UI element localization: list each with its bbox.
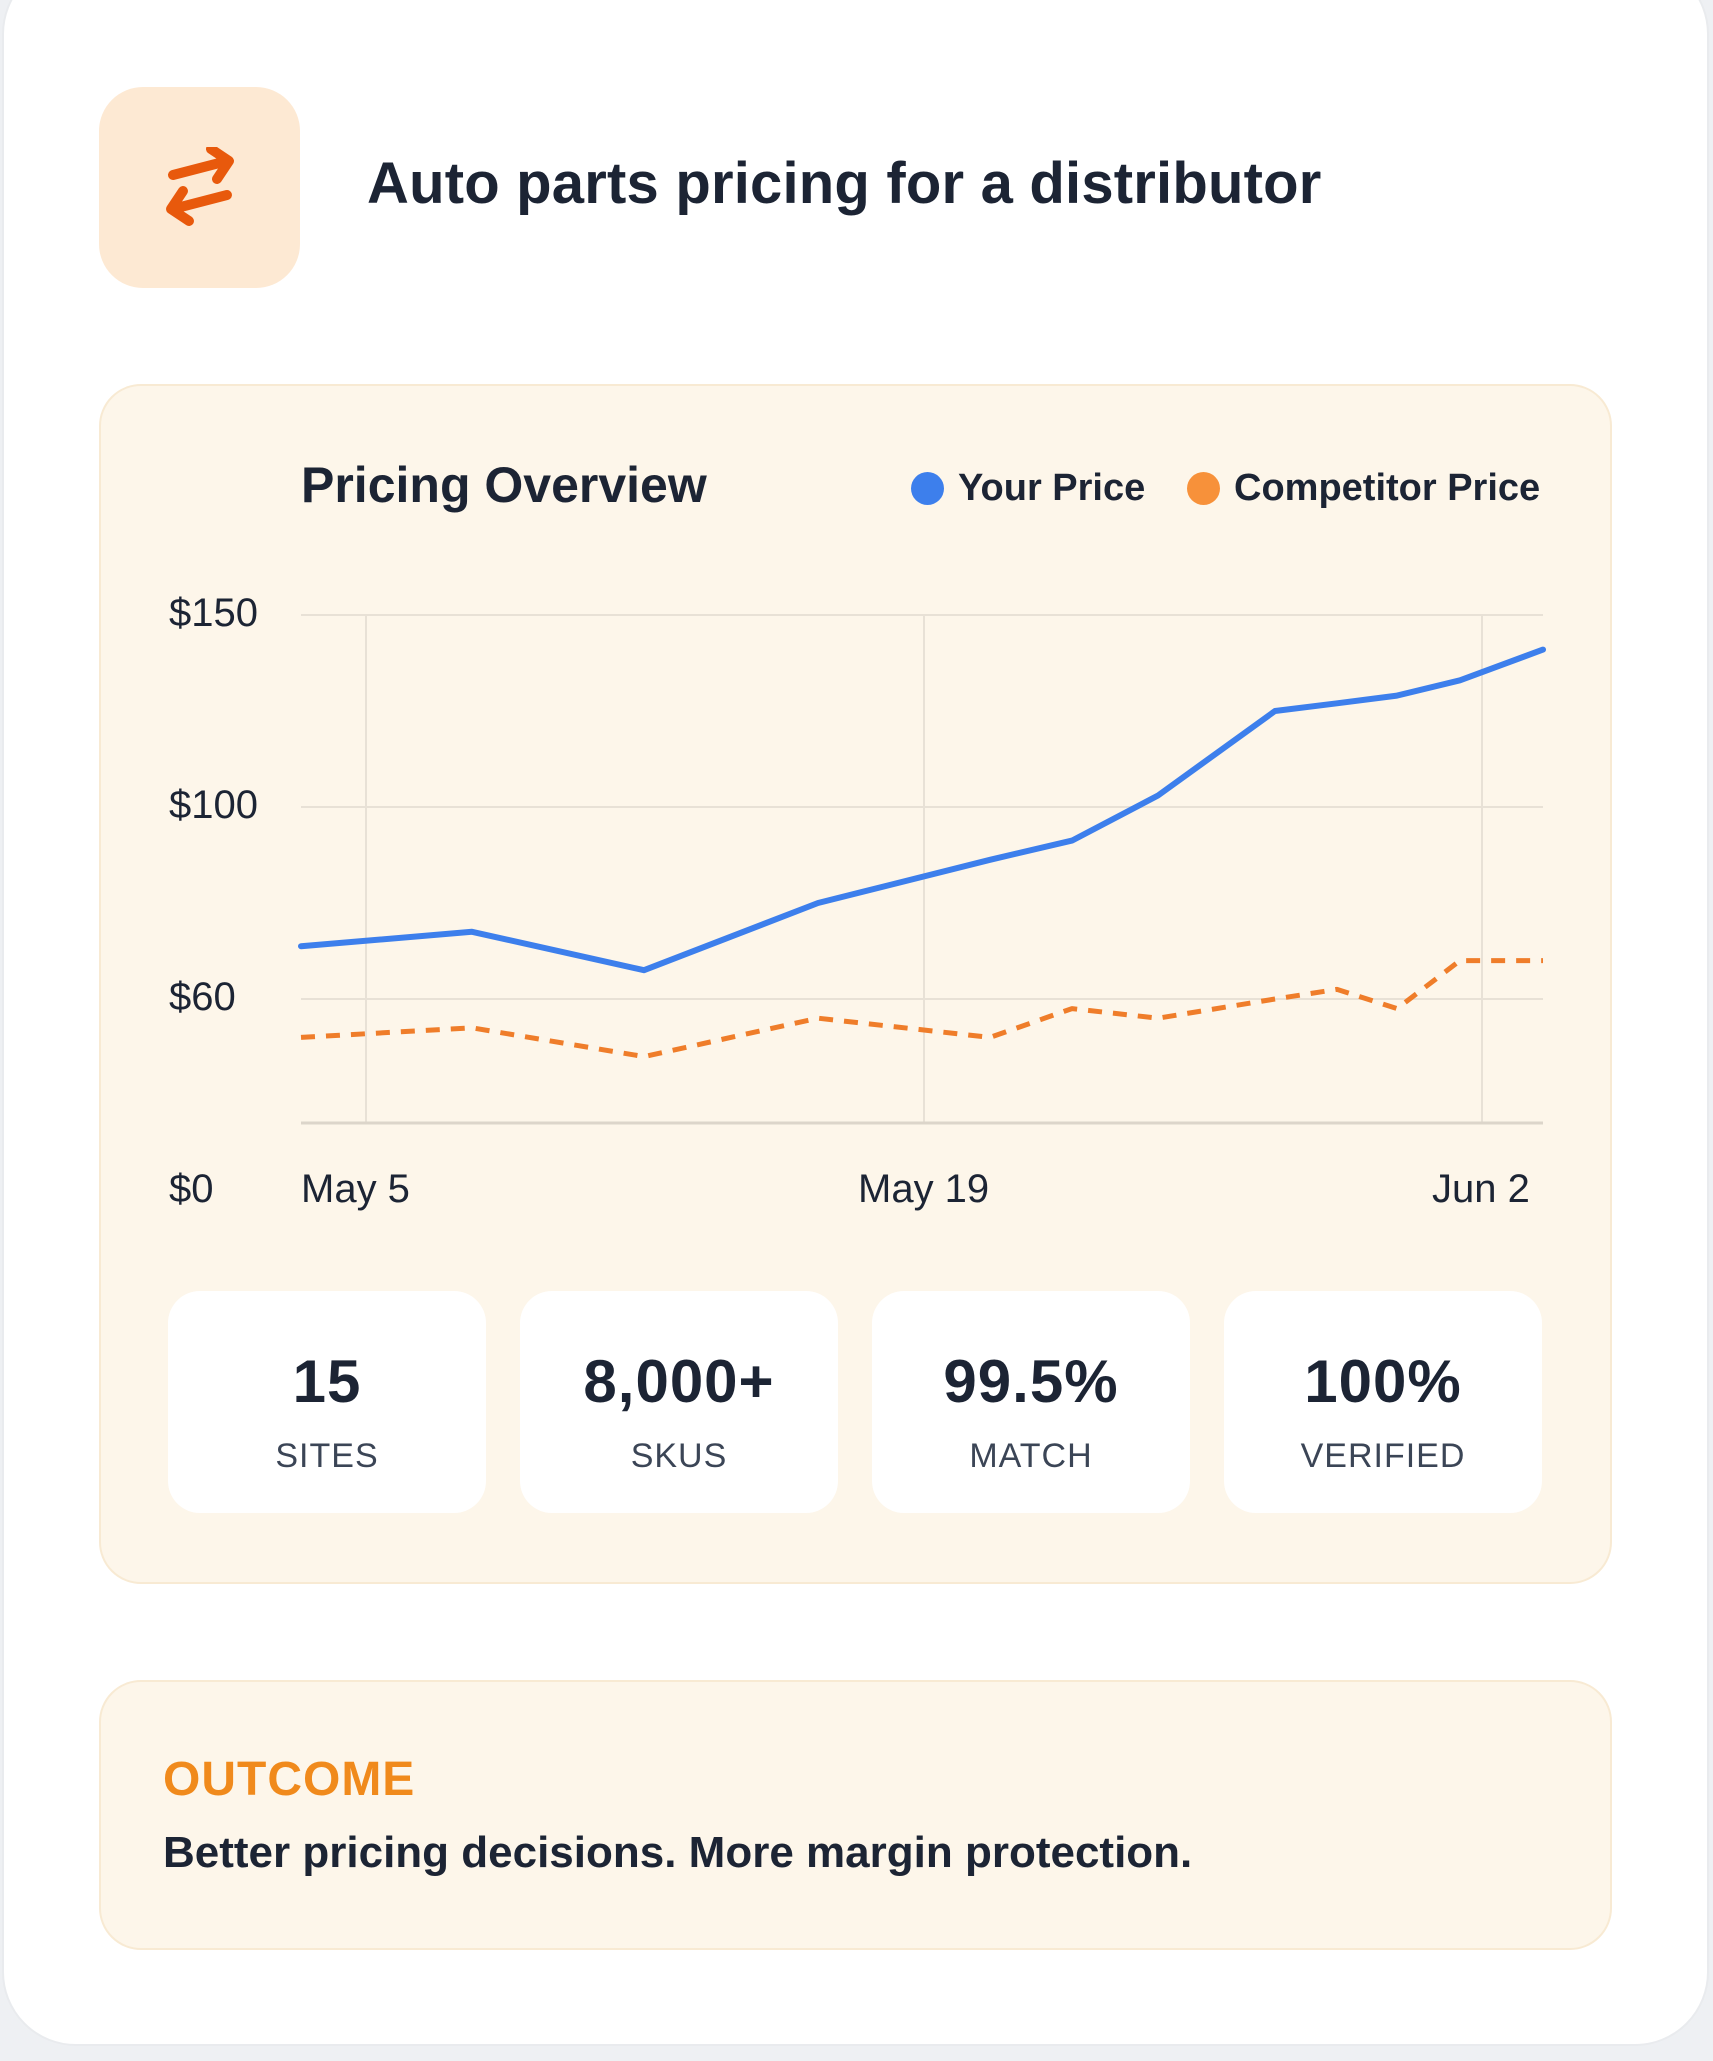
chart-title: Pricing Overview [301, 457, 707, 513]
stat-label: SKUS [630, 1437, 728, 1475]
page-title: Auto parts pricing for a distributor [367, 151, 1322, 216]
legend-swatch-competitor-price [1187, 471, 1220, 505]
stat-card-skus: 8,000+ SKUS [520, 1291, 838, 1513]
legend-label-competitor-price: Competitor Price [1234, 466, 1541, 509]
stat-card-match: 99.5% MATCH [872, 1291, 1190, 1513]
x-tick-label: Jun 2 [1432, 1167, 1530, 1211]
stats-row: 15 SITES 8,000+ SKUS 99.5% MATCH 100% VE… [168, 1291, 1544, 1513]
stat-value: 15 [292, 1348, 362, 1415]
stat-label: SITES [275, 1437, 379, 1475]
header-icon-tile [99, 87, 300, 288]
chart-series [298, 646, 1546, 1060]
stat-value: 99.5% [943, 1348, 1119, 1415]
x-tick-label: May 19 [858, 1167, 990, 1211]
legend-label-your-price: Your Price [958, 466, 1146, 509]
stat-card-verified: 100% VERIFIED [1224, 1291, 1542, 1513]
stat-value: 8,000+ [583, 1348, 775, 1415]
legend-swatch-your-price [911, 471, 944, 505]
y-tick-label: $60 [169, 975, 236, 1019]
legend-item-your-price: Your Price [911, 466, 1145, 510]
stat-card-sites: 15 SITES [168, 1291, 486, 1513]
y-tick-label: $150 [169, 591, 258, 635]
series-line-competitor-price [300, 958, 1543, 1060]
outcome-text: Better pricing decisions. More margin pr… [163, 1828, 1193, 1877]
outcome-label: OUTCOME [163, 1753, 416, 1806]
stat-label: VERIFIED [1300, 1437, 1466, 1475]
series-line-your-price [298, 646, 1546, 974]
x-tick-label: May 5 [301, 1167, 410, 1211]
y-tick-label: $100 [169, 783, 258, 827]
swap-arrows-icon [166, 147, 234, 226]
legend-item-competitor-price: Competitor Price [1187, 466, 1540, 510]
stat-value: 100% [1304, 1348, 1462, 1415]
stat-label: MATCH [969, 1437, 1093, 1475]
y-tick-label: $0 [169, 1167, 214, 1211]
outcome-box: OUTCOME Better pricing decisions. More m… [99, 1680, 1612, 1950]
chart-grid [301, 614, 1543, 1125]
